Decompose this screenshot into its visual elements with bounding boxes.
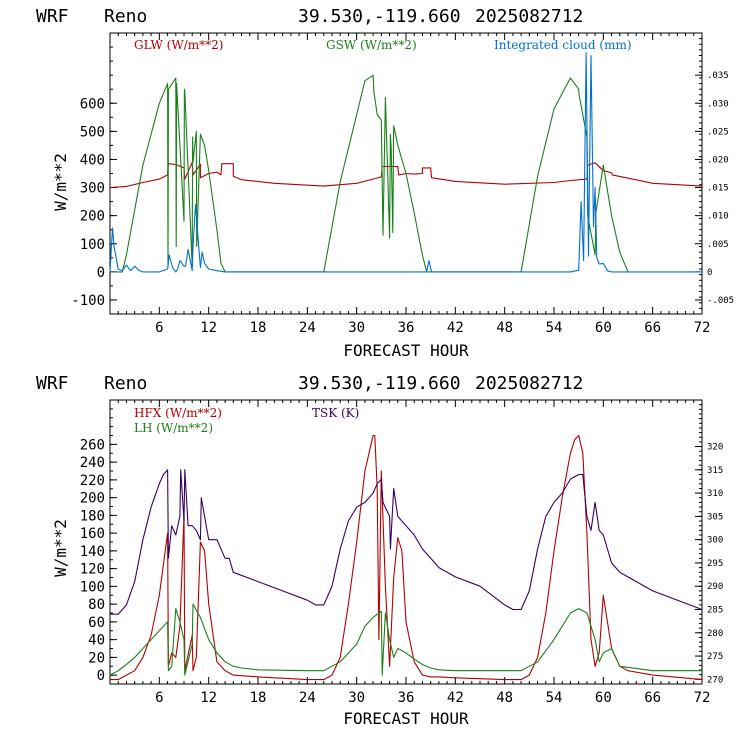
x-tick-label: 42	[447, 690, 464, 706]
chart1-header-site: Reno	[104, 6, 147, 27]
chart1-y-axis-label: W/m**2	[51, 153, 70, 211]
y2-tick-label: .025	[707, 127, 729, 137]
y-tick-label: 400	[80, 152, 105, 168]
x-tick-label: 54	[546, 320, 563, 336]
x-tick-label: 12	[200, 690, 217, 706]
chart2-header-model: WRF	[36, 373, 69, 394]
y-tick-label: 220	[80, 473, 105, 489]
y2-tick-label: 280	[707, 629, 723, 639]
chart2-series	[109, 434, 703, 681]
x-tick-label: 66	[644, 320, 661, 336]
x-tick-label: 18	[250, 690, 267, 706]
y2-tick-label: 0	[707, 268, 712, 278]
series-line-0-2	[109, 52, 702, 273]
y-tick-label: 140	[80, 544, 105, 560]
y2-tick-label: 300	[707, 536, 723, 546]
y-tick-label: -100	[71, 293, 105, 309]
y-tick-label: 240	[80, 455, 105, 471]
chart1-header-model: WRF	[36, 6, 69, 27]
y-tick-label: 300	[80, 181, 105, 197]
chart2-header-coords: 39.530,-119.660	[298, 373, 461, 394]
y-tick-label: 80	[88, 597, 105, 613]
x-tick-label: 24	[299, 320, 316, 336]
y-tick-label: 100	[80, 237, 105, 253]
chart1-legend-glw: GLW (W/m**2)	[134, 38, 223, 52]
x-tick-label: 60	[595, 690, 612, 706]
y2-tick-label: 295	[707, 559, 723, 569]
x-tick-label: 66	[644, 690, 661, 706]
series-line-1-1	[109, 603, 702, 676]
y-tick-label: 160	[80, 526, 105, 542]
chart2-x-axis-label: FORECAST HOUR	[343, 709, 469, 728]
chart1-header-date: 2025082712	[475, 6, 583, 27]
x-tick-label: 36	[398, 690, 415, 706]
y-tick-label: 200	[80, 491, 105, 507]
y2-tick-label: .030	[707, 99, 729, 109]
y-tick-label: 180	[80, 508, 105, 524]
chart2-y-axis-label: W/m**2	[51, 519, 70, 577]
x-tick-label: 42	[447, 320, 464, 336]
chart1-legend-gsw: GSW (W/m**2)	[326, 38, 417, 52]
y2-tick-label: .010	[707, 212, 729, 222]
x-tick-label: 72	[694, 690, 711, 706]
y-tick-label: 200	[80, 209, 105, 225]
chart2-header-site: Reno	[104, 373, 147, 394]
y-tick-label: 120	[80, 562, 105, 578]
y2-tick-label: 275	[707, 652, 723, 662]
y-tick-label: 0	[97, 265, 105, 281]
chart2-plot-frame	[109, 399, 703, 685]
y2-tick-label: 285	[707, 606, 723, 616]
x-tick-label: 30	[348, 690, 365, 706]
x-tick-label: 60	[595, 320, 612, 336]
y2-tick-label: -.005	[707, 296, 734, 306]
series-line-0-1	[110, 74, 629, 273]
y2-tick-label: 320	[707, 443, 723, 453]
y2-tick-label: .020	[707, 155, 729, 165]
y2-tick-label: .005	[707, 240, 729, 250]
y-tick-label: 600	[80, 96, 105, 112]
y2-tick-label: 305	[707, 512, 723, 522]
y2-tick-label: 315	[707, 466, 723, 476]
x-tick-label: 6	[155, 320, 163, 336]
y2-tick-label: .015	[707, 184, 729, 194]
y2-tick-label: .035	[707, 71, 729, 81]
y-tick-label: 100	[80, 579, 105, 595]
series-line-1-0	[110, 434, 703, 681]
y-tick-label: 40	[88, 633, 105, 649]
y2-tick-label: 270	[707, 675, 723, 685]
y-tick-label: 260	[80, 437, 105, 453]
x-tick-label: 72	[694, 320, 711, 336]
x-tick-label: 12	[200, 320, 217, 336]
x-tick-label: 48	[496, 690, 513, 706]
chart1-legend-cloud: Integrated cloud (mm)	[494, 38, 632, 52]
chart1-header-coords: 39.530,-119.660	[298, 6, 461, 27]
chart2-legend-tsk: TSK (K)	[312, 406, 359, 420]
x-tick-label: 48	[496, 320, 513, 336]
x-tick-label: 54	[546, 690, 563, 706]
chart2-legend-lh: LH (W/m**2)	[134, 421, 213, 435]
y2-tick-label: 310	[707, 489, 723, 499]
x-tick-label: 6	[155, 690, 163, 706]
chart1-series	[109, 52, 703, 273]
chart2-header-date: 2025082712	[475, 373, 583, 394]
chart1-x-axis-label: FORECAST HOUR	[343, 341, 469, 360]
y2-tick-label: 290	[707, 582, 723, 592]
series-line-1-2	[110, 469, 703, 615]
chart1-ticks: 6 12 18 24 30 36 42 48 54 60 66 72 -100 0 100 200 300 400…	[71, 32, 734, 336]
y-tick-label: 60	[88, 615, 105, 631]
y-tick-label: 500	[80, 124, 105, 140]
x-tick-label: 18	[250, 320, 267, 336]
y-tick-label: 0	[97, 668, 105, 684]
x-tick-label: 36	[398, 320, 415, 336]
y-tick-label: 20	[88, 650, 105, 666]
chart2-legend-hfx: HFX (W/m**2)	[134, 406, 222, 420]
x-tick-label: 30	[348, 320, 365, 336]
x-tick-label: 24	[299, 690, 316, 706]
